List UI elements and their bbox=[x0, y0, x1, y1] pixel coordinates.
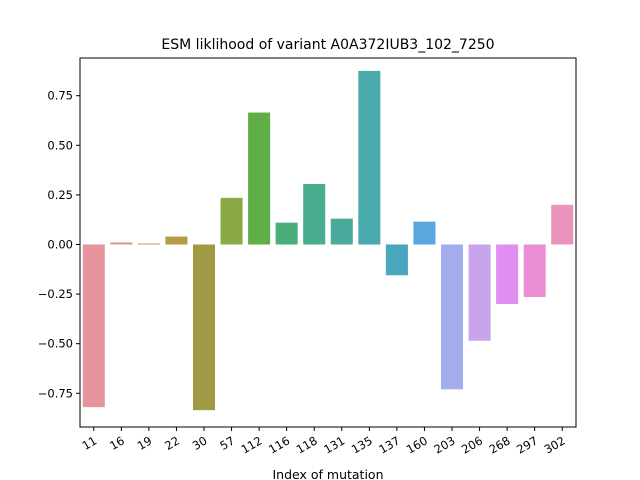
bar-297 bbox=[523, 244, 546, 298]
x-tick-label: 302 bbox=[542, 433, 568, 456]
y-tick-label: 0.75 bbox=[47, 89, 73, 103]
bar-116 bbox=[275, 222, 298, 245]
x-tick-label: 116 bbox=[266, 433, 292, 456]
bar-57 bbox=[220, 197, 243, 245]
bar-137 bbox=[385, 244, 408, 276]
bar-160 bbox=[413, 221, 436, 245]
bar-206 bbox=[468, 244, 491, 341]
y-tick-label: −0.75 bbox=[38, 386, 73, 400]
bar-112 bbox=[248, 112, 271, 245]
x-tick-label: 268 bbox=[487, 433, 513, 456]
bar-302 bbox=[551, 204, 574, 245]
x-axis: 11 16 19 22 30 57 112 116 118 131 135 137 160 203 206 2… bbox=[80, 427, 568, 457]
bar-203 bbox=[440, 244, 464, 390]
x-tick-label: 19 bbox=[135, 433, 155, 452]
bar-16 bbox=[110, 242, 133, 245]
bar-19 bbox=[137, 243, 160, 245]
chart-title: ESM liklihood of variant A0A372IUB3_102_… bbox=[161, 37, 494, 53]
bar-131 bbox=[330, 218, 353, 245]
bar-22 bbox=[165, 236, 188, 245]
x-tick-label: 160 bbox=[404, 433, 430, 456]
x-tick-label: 11 bbox=[80, 433, 100, 452]
x-tick-label: 16 bbox=[107, 433, 127, 452]
x-tick-label: 203 bbox=[431, 433, 457, 456]
x-tick-label: 112 bbox=[239, 433, 265, 456]
y-tick-label: −0.25 bbox=[38, 287, 73, 301]
y-tick-label: 0.50 bbox=[47, 138, 73, 152]
bar-30 bbox=[192, 244, 216, 411]
x-tick-label: 297 bbox=[514, 433, 540, 456]
x-tick-label: 137 bbox=[376, 433, 402, 456]
x-tick-label: 57 bbox=[217, 433, 237, 452]
x-tick-label: 118 bbox=[294, 433, 320, 456]
x-tick-label: 206 bbox=[459, 433, 485, 456]
y-tick-label: −0.50 bbox=[38, 337, 73, 351]
x-tick-label: 22 bbox=[162, 433, 182, 452]
bar-11 bbox=[82, 244, 105, 408]
x-tick-label: 30 bbox=[190, 433, 210, 452]
bars-group bbox=[82, 70, 574, 411]
x-tick-label: 131 bbox=[321, 433, 347, 456]
x-tick-label: 135 bbox=[349, 433, 375, 456]
y-tick-label: 0.00 bbox=[47, 237, 73, 251]
bar-135 bbox=[358, 70, 381, 245]
bar-268 bbox=[496, 244, 519, 304]
bar-118 bbox=[303, 183, 326, 245]
plot-frame bbox=[79, 57, 577, 428]
y-axis: −0.75 −0.50 −0.25 0.00 0.25 0.50 0.75 bbox=[38, 89, 80, 400]
x-axis-label: Index of mutation bbox=[272, 467, 383, 480]
y-tick-label: 0.25 bbox=[47, 188, 73, 202]
